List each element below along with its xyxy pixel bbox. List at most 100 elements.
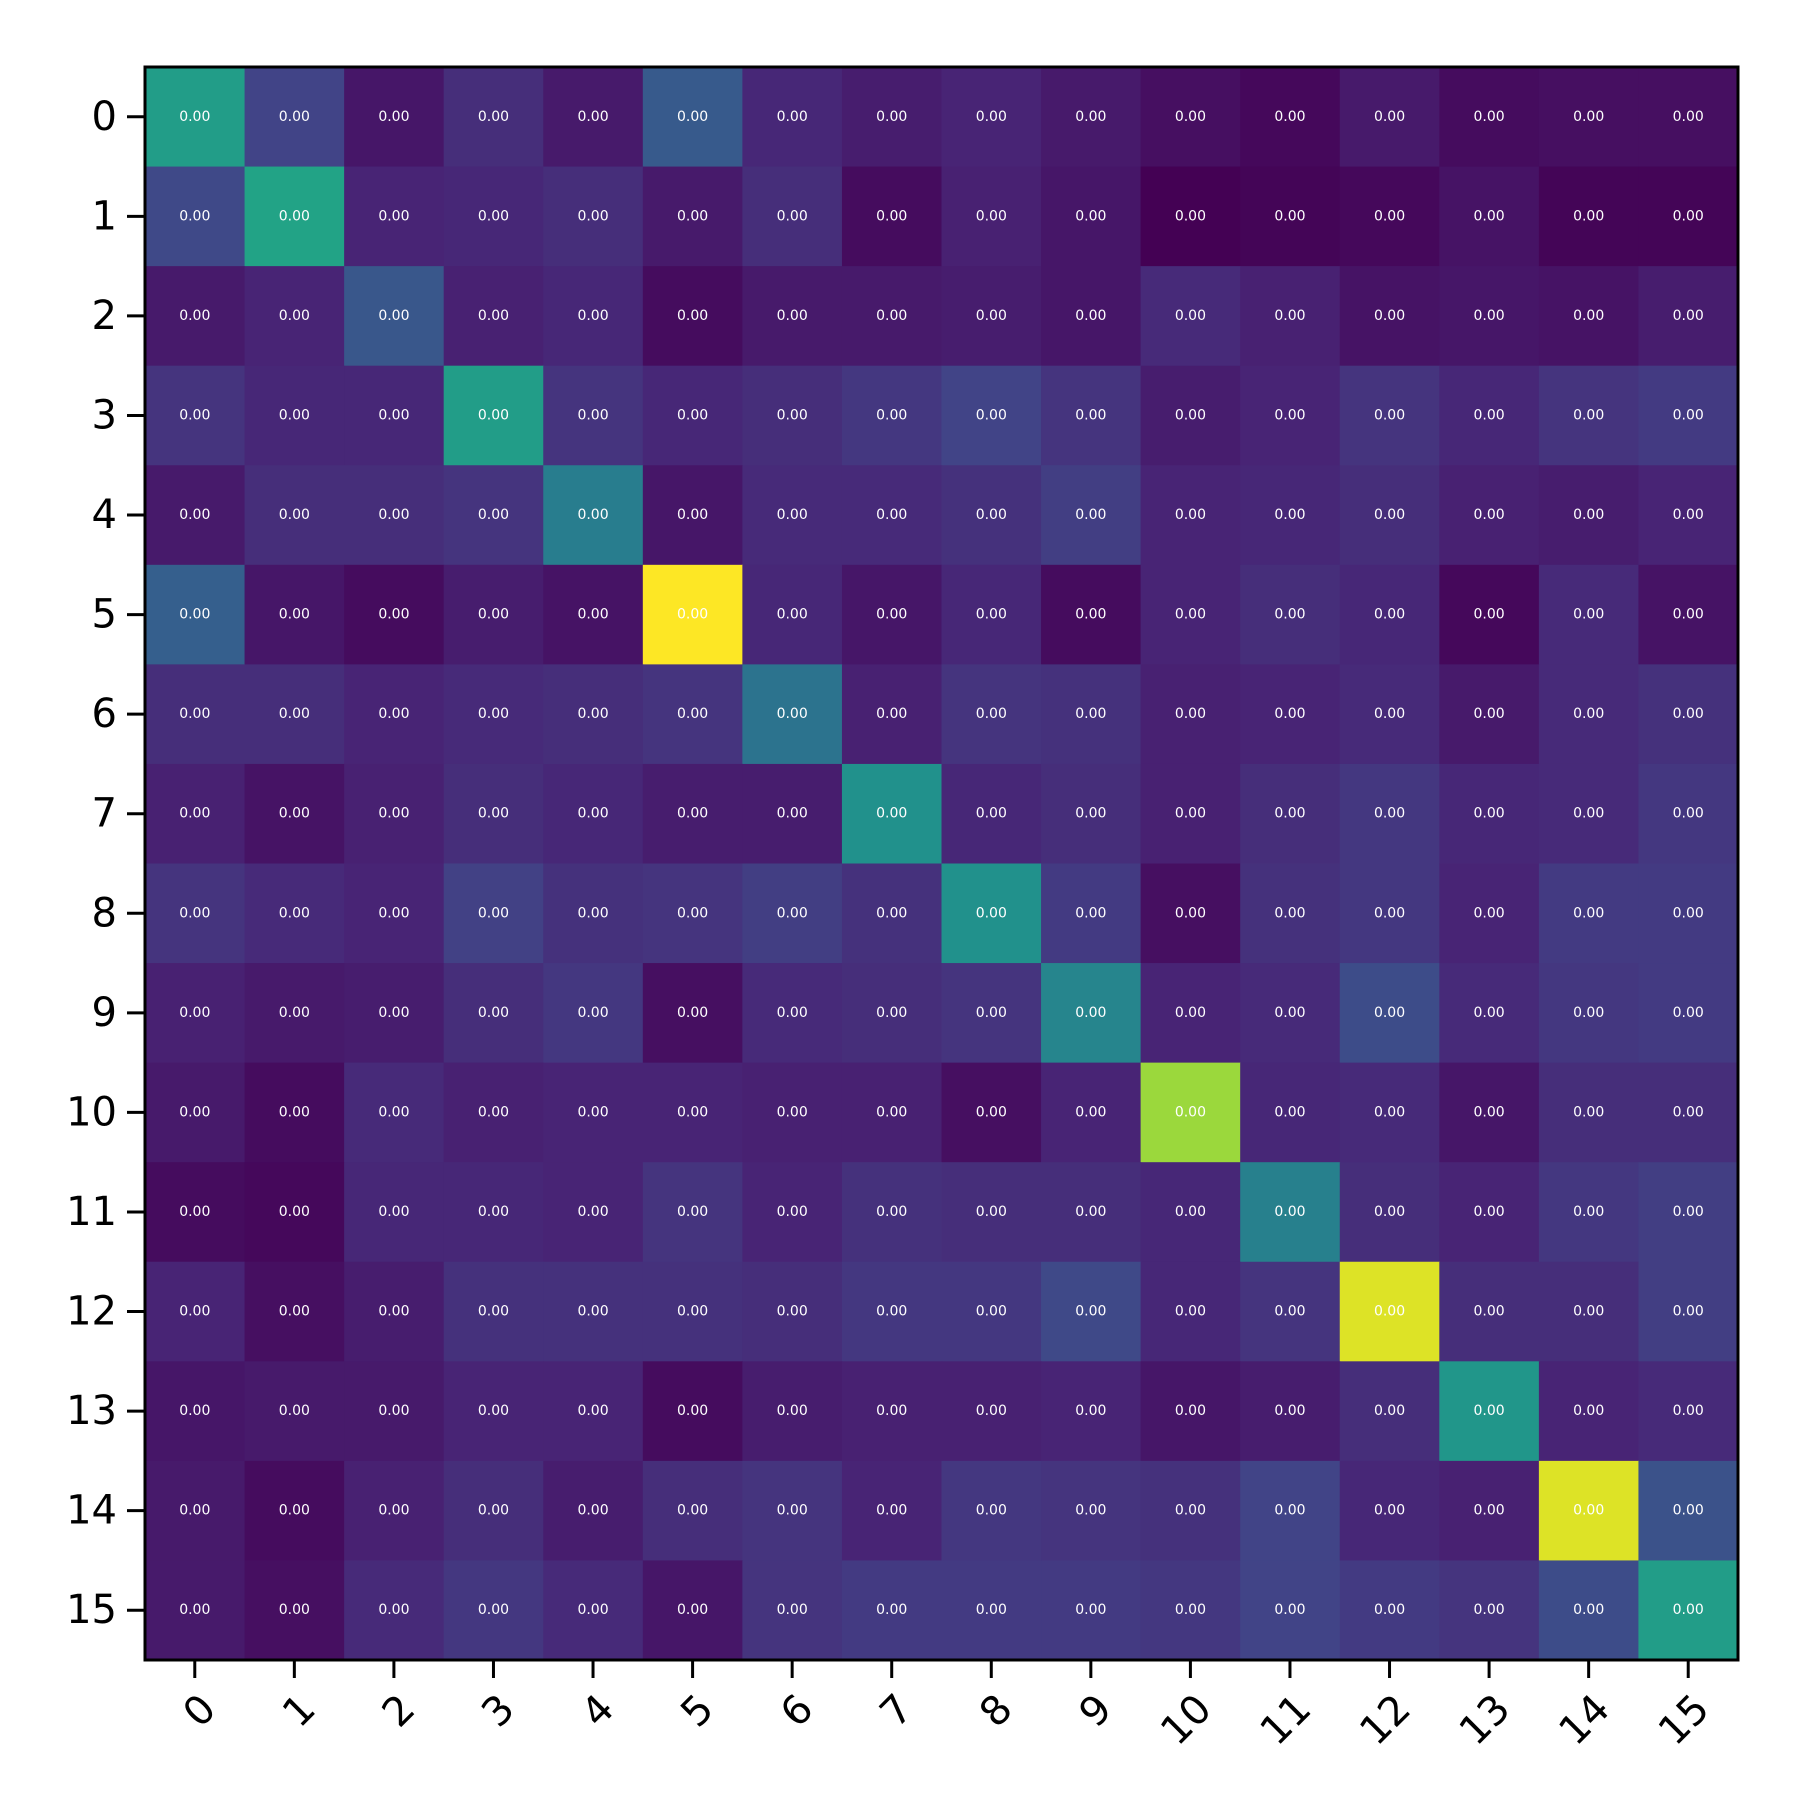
- cell-value-label: 0.00: [378, 407, 409, 423]
- x-tick-label: 3: [473, 1686, 524, 1737]
- heatmap-cell: [1240, 1062, 1341, 1163]
- cell-value-label: 0.00: [777, 905, 808, 921]
- cell-value-label: 0.00: [1175, 1005, 1206, 1021]
- cell-value-label: 0.00: [1474, 1104, 1505, 1120]
- heatmap-cell: [244, 1460, 345, 1562]
- cell-value-label: 0.00: [1673, 1503, 1704, 1519]
- cell-value-label: 0.00: [1374, 1503, 1405, 1519]
- cell-value-label: 0.00: [677, 407, 708, 423]
- cell-value-label: 0.00: [1673, 905, 1704, 921]
- heatmap-cell: [1140, 1162, 1241, 1263]
- cell-value-label: 0.00: [777, 1204, 808, 1220]
- heatmap-cell: [1638, 1261, 1739, 1362]
- heatmap-cell: [344, 1460, 445, 1562]
- cell-value-label: 0.00: [179, 806, 210, 822]
- heatmap-cell: [1339, 365, 1440, 466]
- cell-value-label: 0.00: [976, 1403, 1007, 1419]
- heatmap-cell: [841, 67, 943, 168]
- heatmap-cell: [841, 664, 943, 765]
- x-tick-label: 4: [573, 1686, 624, 1737]
- cell-value-label: 0.00: [1175, 706, 1206, 722]
- cell-value-label: 0.00: [1274, 1304, 1305, 1320]
- heatmap-cell: [1638, 863, 1739, 964]
- cell-value-label: 0.00: [677, 1602, 708, 1618]
- cell-value-label: 0.00: [378, 607, 409, 623]
- heatmap-cell: [145, 1460, 246, 1562]
- cell-value-label: 0.00: [1474, 1304, 1505, 1320]
- heatmap-cell: [841, 1062, 943, 1163]
- heatmap-cell: [244, 365, 345, 466]
- cell-value-label: 0.00: [1075, 706, 1106, 722]
- cell-value-label: 0.00: [577, 806, 608, 822]
- y-tick-label: 2: [92, 293, 117, 339]
- heatmap-cell: [443, 166, 544, 267]
- heatmap-cell: [145, 1062, 246, 1163]
- cell-value-label: 0.00: [1175, 1503, 1206, 1519]
- cell-value-label: 0.00: [1075, 208, 1106, 224]
- x-tick-label: 14: [1550, 1686, 1619, 1755]
- heatmap-cell: [1439, 67, 1540, 168]
- heatmap-cell: [244, 664, 345, 765]
- cell-value-label: 0.00: [1474, 308, 1505, 324]
- heatmap-cell: [1538, 166, 1640, 267]
- cell-value-label: 0.00: [478, 308, 509, 324]
- cell-value-label: 0.00: [1673, 806, 1704, 822]
- cell-value-label: 0.00: [1673, 507, 1704, 523]
- heatmap-cell: [941, 266, 1042, 367]
- cell-value-label: 0.00: [777, 607, 808, 623]
- cell-value-label: 0.00: [1075, 1104, 1106, 1120]
- heatmap-cell: [642, 564, 743, 665]
- heatmap-cell: [1339, 1261, 1440, 1362]
- heatmap-cell: [941, 664, 1042, 765]
- cell-value-label: 0.00: [1374, 407, 1405, 423]
- cell-value-label: 0.00: [378, 1602, 409, 1618]
- heatmap-cell: [344, 67, 445, 168]
- heatmap-cell: [543, 664, 644, 765]
- heatmap-cell: [1638, 465, 1739, 566]
- cell-value-label: 0.00: [976, 1005, 1007, 1021]
- heatmap-cell: [742, 365, 843, 466]
- cell-value-label: 0.00: [1573, 1005, 1604, 1021]
- heatmap-cell: [145, 67, 246, 168]
- cell-value-label: 0.00: [378, 109, 409, 125]
- heatmap-cell: [145, 1261, 246, 1362]
- heatmap-cell: [1339, 664, 1440, 765]
- cell-value-label: 0.00: [577, 308, 608, 324]
- heatmap-cell: [1240, 1261, 1341, 1362]
- heatmap-cell: [941, 1560, 1042, 1661]
- cell-value-label: 0.00: [1474, 1403, 1505, 1419]
- heatmap-cell: [1140, 365, 1241, 466]
- heatmap-cell: [941, 365, 1042, 466]
- heatmap-cell: [344, 266, 445, 367]
- heatmap-cell: [145, 763, 246, 865]
- cell-value-label: 0.00: [179, 1204, 210, 1220]
- cell-value-label: 0.00: [478, 208, 509, 224]
- heatmap-cell: [941, 166, 1042, 267]
- heatmap-cell: [1041, 1460, 1142, 1562]
- heatmap-cell: [1240, 1560, 1341, 1661]
- cell-value-label: 0.00: [378, 1005, 409, 1021]
- heatmap-cell: [543, 1361, 644, 1462]
- heatmap-cell: [1538, 1460, 1640, 1562]
- cell-value-label: 0.00: [1274, 507, 1305, 523]
- heatmap-cell: [543, 1460, 644, 1562]
- heatmap-cell: [742, 1460, 843, 1562]
- cell-value-label: 0.00: [677, 806, 708, 822]
- heatmap-cell: [1240, 465, 1341, 566]
- heatmap-cell: [145, 365, 246, 466]
- heatmap-cell: [443, 365, 544, 466]
- cell-value-label: 0.00: [677, 1403, 708, 1419]
- heatmap-cell: [344, 1062, 445, 1163]
- cell-value-label: 0.00: [976, 1304, 1007, 1320]
- cell-value-label: 0.00: [179, 407, 210, 423]
- cell-value-label: 0.00: [677, 109, 708, 125]
- cell-value-label: 0.00: [677, 507, 708, 523]
- heatmap-cell: [742, 465, 843, 566]
- heatmap-cell: [642, 763, 743, 865]
- cell-value-label: 0.00: [1573, 806, 1604, 822]
- heatmap-cell: [1240, 365, 1341, 466]
- heatmap-cell: [1140, 564, 1241, 665]
- cell-value-label: 0.00: [1374, 109, 1405, 125]
- cell-value-label: 0.00: [1673, 1104, 1704, 1120]
- cell-value-label: 0.00: [1474, 109, 1505, 125]
